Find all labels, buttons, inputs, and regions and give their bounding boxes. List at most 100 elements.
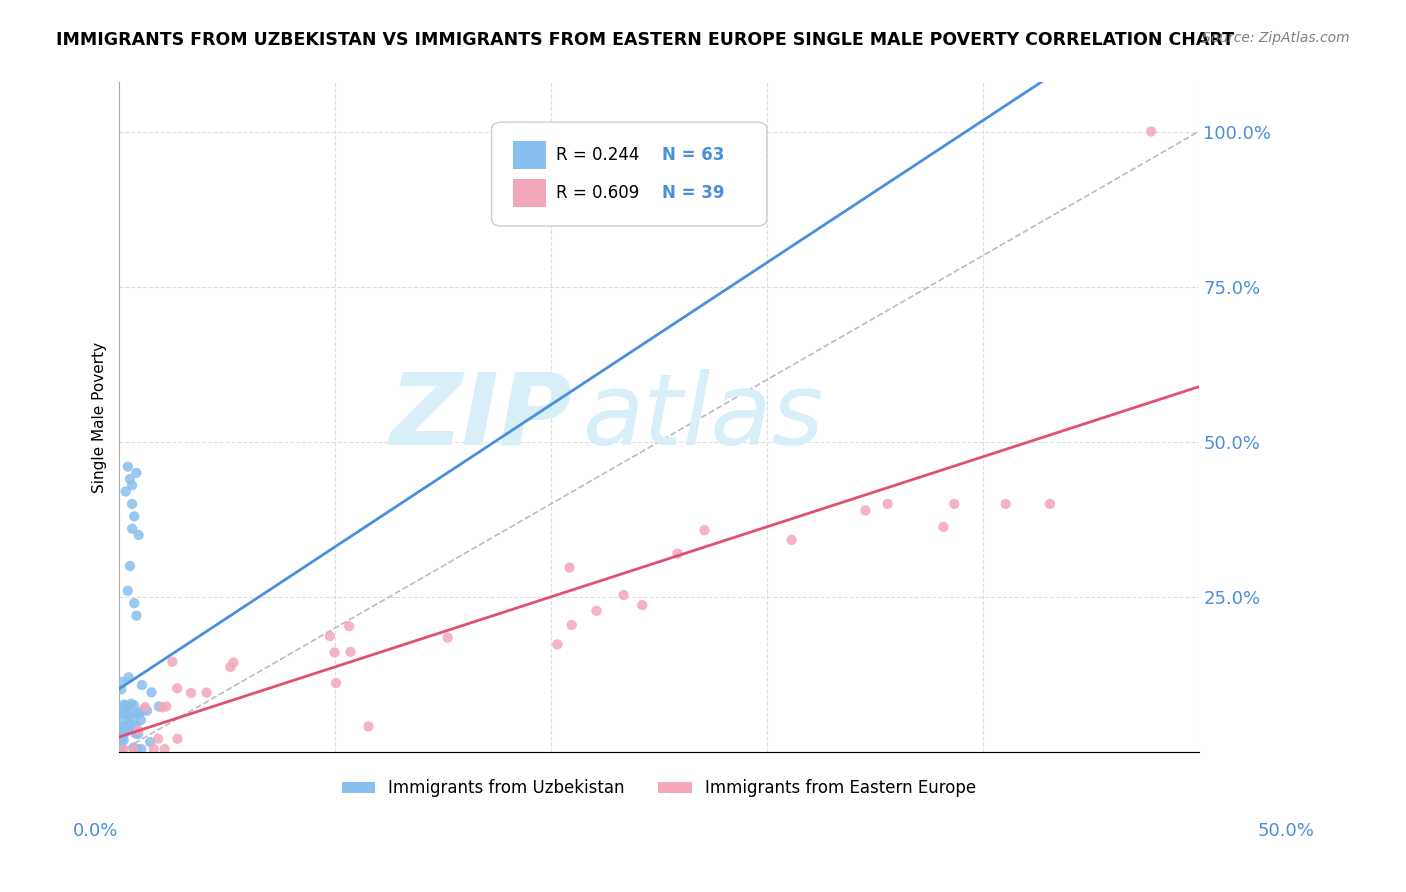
Point — [121, 497, 143, 511]
Point — [631, 598, 654, 612]
Point — [110, 730, 132, 744]
FancyBboxPatch shape — [492, 122, 766, 226]
Text: Source: ZipAtlas.com: Source: ZipAtlas.com — [1202, 31, 1350, 45]
Point — [146, 731, 169, 746]
Point — [115, 719, 138, 733]
Point — [112, 742, 135, 756]
Point — [129, 706, 152, 720]
Text: N = 63: N = 63 — [662, 146, 724, 164]
Point — [122, 740, 145, 755]
Point — [121, 718, 143, 732]
Point — [110, 723, 132, 738]
Point — [111, 720, 134, 734]
Point — [117, 707, 139, 722]
Point — [110, 706, 132, 721]
Point — [112, 733, 135, 747]
Point — [339, 645, 361, 659]
Point — [546, 637, 568, 651]
Point — [120, 722, 142, 736]
Text: N = 39: N = 39 — [662, 184, 724, 202]
Point — [118, 717, 141, 731]
Point — [666, 547, 689, 561]
Point — [994, 497, 1017, 511]
Point — [115, 723, 138, 738]
Text: atlas: atlas — [583, 368, 825, 466]
Text: 50.0%: 50.0% — [1258, 822, 1315, 840]
Point — [117, 699, 139, 714]
Point — [693, 523, 716, 537]
Point — [111, 722, 134, 736]
Point — [114, 484, 136, 499]
Point — [162, 655, 184, 669]
Point — [436, 631, 458, 645]
Point — [125, 608, 148, 623]
Point — [122, 698, 145, 713]
Point — [110, 739, 132, 753]
Point — [110, 742, 132, 756]
Point — [127, 723, 149, 738]
Point — [152, 700, 174, 714]
Y-axis label: Single Male Poverty: Single Male Poverty — [93, 342, 107, 492]
Point — [136, 704, 159, 718]
Point — [127, 706, 149, 721]
Point — [112, 719, 135, 733]
Point — [117, 706, 139, 720]
Point — [561, 618, 583, 632]
Point — [129, 713, 152, 727]
Point — [932, 520, 955, 534]
Point — [121, 721, 143, 735]
Point — [558, 560, 581, 574]
Text: R = 0.609: R = 0.609 — [557, 184, 640, 202]
Point — [166, 681, 188, 696]
Point — [127, 727, 149, 741]
Point — [142, 742, 165, 756]
Point — [148, 699, 170, 714]
Legend: Immigrants from Uzbekistan, Immigrants from Eastern Europe: Immigrants from Uzbekistan, Immigrants f… — [335, 772, 983, 805]
Point — [117, 459, 139, 474]
Point — [118, 559, 141, 574]
FancyBboxPatch shape — [513, 141, 546, 169]
Point — [134, 702, 156, 716]
Point — [118, 472, 141, 486]
Point — [121, 522, 143, 536]
Point — [323, 645, 346, 659]
Point — [120, 697, 142, 711]
Text: ZIP: ZIP — [389, 368, 572, 466]
Text: IMMIGRANTS FROM UZBEKISTAN VS IMMIGRANTS FROM EASTERN EUROPE SINGLE MALE POVERTY: IMMIGRANTS FROM UZBEKISTAN VS IMMIGRANTS… — [56, 31, 1234, 49]
Point — [855, 503, 877, 517]
Text: 0.0%: 0.0% — [73, 822, 118, 840]
Point — [121, 478, 143, 492]
Point — [118, 717, 141, 731]
Point — [114, 698, 136, 713]
Point — [325, 676, 347, 690]
Point — [122, 509, 145, 524]
Point — [110, 674, 132, 689]
Point — [131, 678, 153, 692]
Point — [125, 466, 148, 480]
Point — [117, 583, 139, 598]
Point — [118, 670, 141, 684]
Point — [122, 742, 145, 756]
Point — [155, 699, 177, 714]
Point — [110, 729, 132, 743]
Point — [124, 726, 146, 740]
Point — [943, 497, 966, 511]
Point — [110, 733, 132, 747]
Point — [129, 742, 152, 756]
Point — [125, 717, 148, 731]
Point — [585, 604, 607, 618]
Point — [153, 742, 176, 756]
Point — [121, 709, 143, 723]
Point — [195, 685, 218, 699]
Point — [134, 700, 156, 714]
Point — [219, 660, 242, 674]
Point — [876, 497, 898, 511]
Point — [112, 698, 135, 712]
Point — [110, 682, 132, 697]
Point — [111, 720, 134, 734]
Point — [1039, 497, 1062, 511]
Point — [612, 588, 634, 602]
Point — [127, 742, 149, 756]
Point — [1140, 124, 1163, 138]
Point — [139, 735, 162, 749]
